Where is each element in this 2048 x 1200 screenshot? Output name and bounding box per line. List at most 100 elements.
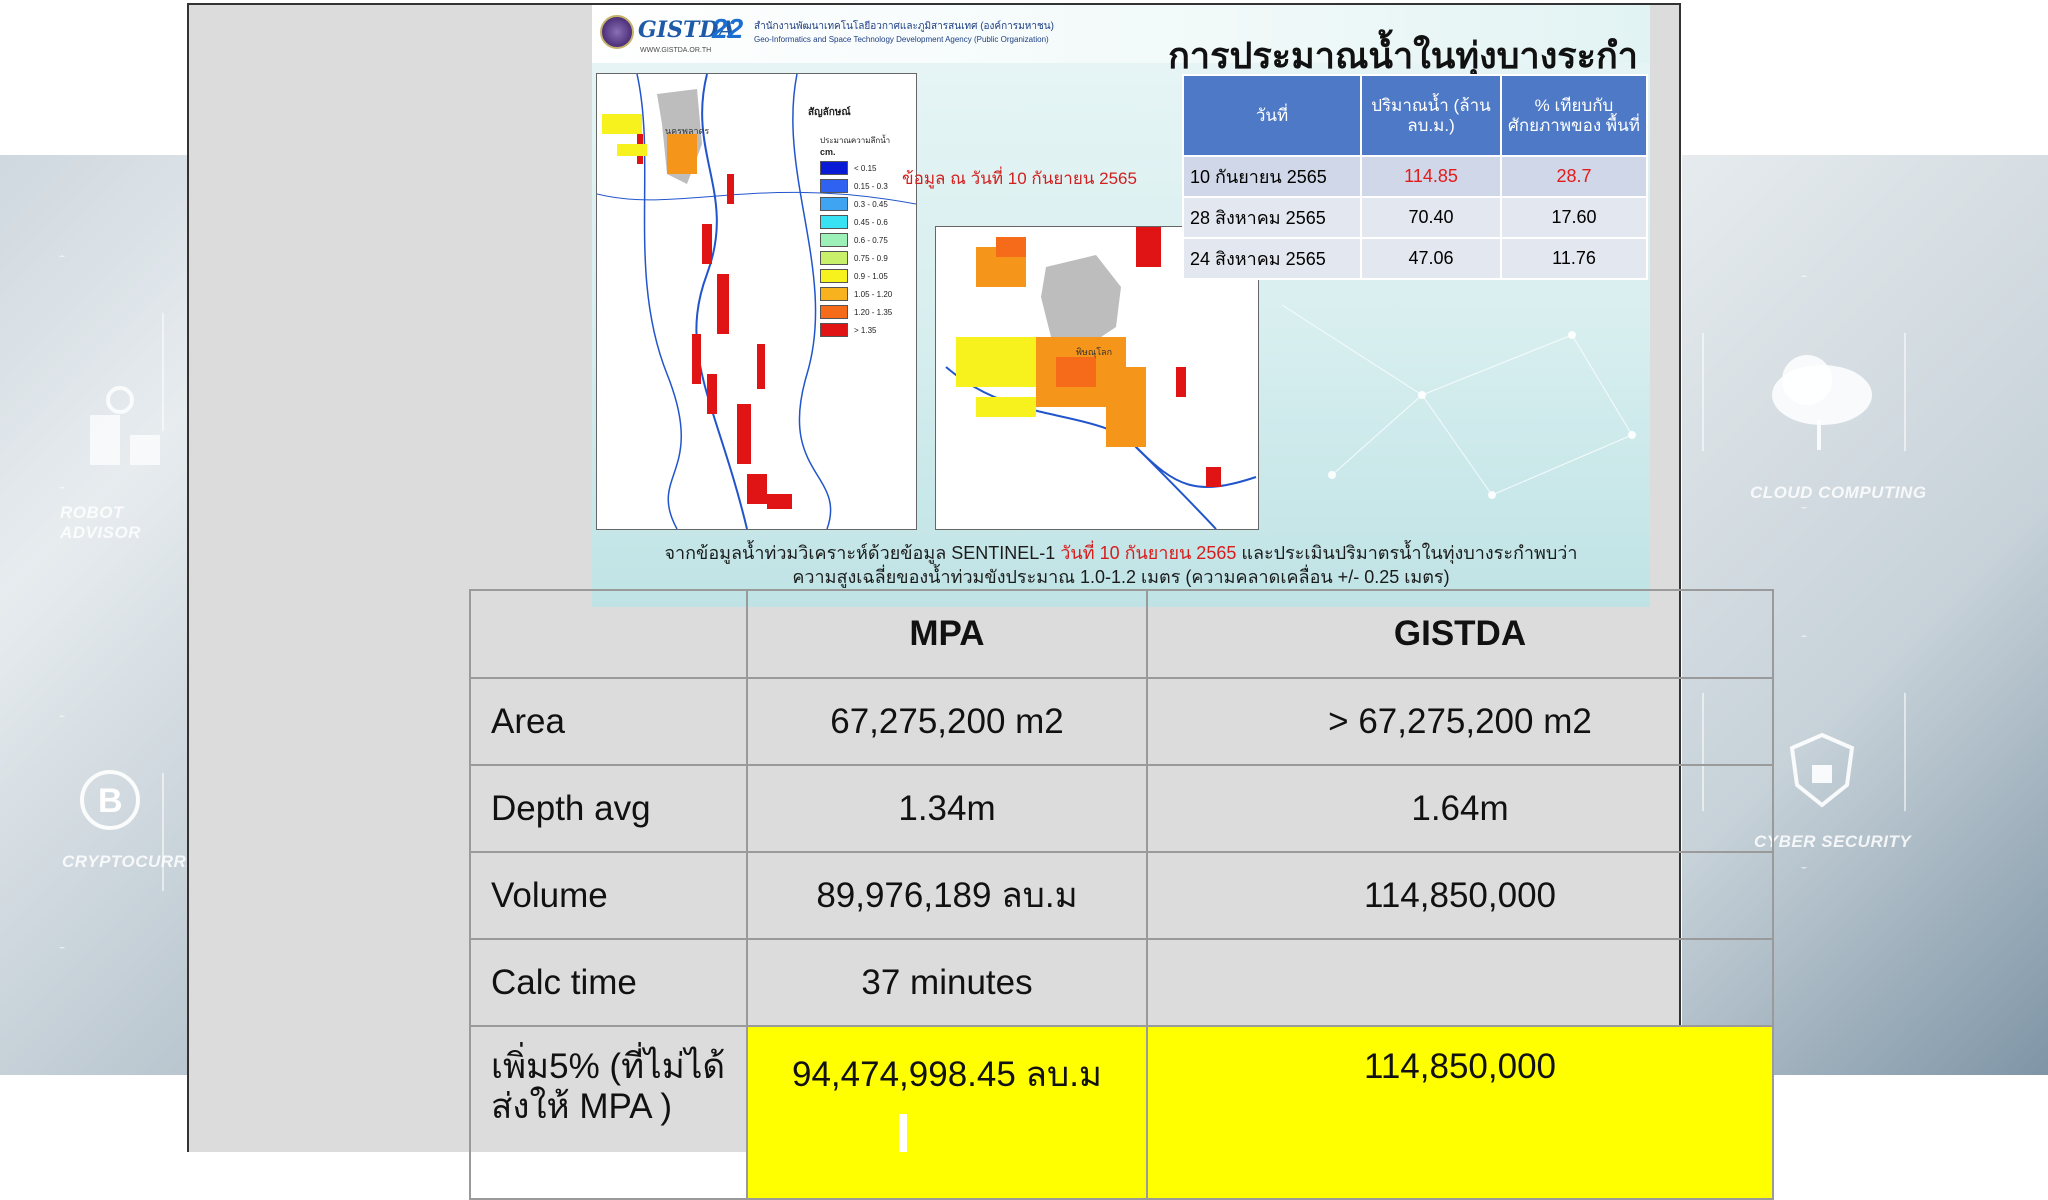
- legend-swatch: [820, 179, 848, 193]
- legend-swatch: [820, 287, 848, 301]
- table-cell: 28.7: [1500, 155, 1648, 198]
- legend-item: 1.05 - 1.20: [820, 285, 892, 303]
- legend-item: 0.45 - 0.6: [820, 213, 892, 231]
- infographic-header: GISTDA WWW.GISTDA.OR.TH 22 สำนักงานพัฒนา…: [592, 5, 1650, 63]
- cyber-security-label: CYBER SECURITY: [1754, 832, 1912, 851]
- background-left-panel: ROBOT ADVISOR B CRYPTOCURRENCY: [0, 155, 188, 1075]
- table-cell: 70.40: [1360, 196, 1502, 239]
- legend-unit: cm.: [820, 147, 836, 157]
- legend-label: 0.45 - 0.6: [854, 217, 888, 227]
- robot-advisor-label: ROBOT ADVISOR: [60, 503, 141, 542]
- svg-text:B: B: [98, 782, 123, 820]
- infographic: GISTDA WWW.GISTDA.OR.TH 22 สำนักงานพัฒนา…: [592, 5, 1650, 607]
- table-row: 10 กันยายน 2565 114.85 28.7: [1182, 155, 1648, 198]
- hexagon-outline: [1702, 275, 1906, 509]
- cloud-computing-label: CLOUD COMPUTING: [1750, 483, 1927, 502]
- gistda-logo: GISTDA: [638, 17, 736, 43]
- legend-subtitle: ประมาณความลึกน้ำ: [820, 136, 891, 145]
- row-label: Volume: [469, 851, 748, 940]
- network-decoration: [1281, 304, 1636, 499]
- table-header: วันที่: [1182, 74, 1362, 157]
- table-row: Area 67,275,200 m2 > 67,275,200 m2: [469, 677, 1774, 766]
- mpa-value: 1.34m: [746, 764, 1148, 853]
- legend-label: 0.3 - 0.45: [854, 199, 888, 209]
- table-row: Calc time 37 minutes: [469, 938, 1774, 1027]
- mpa-value: 94,474,998.45 ลบ.ม: [791, 1055, 1102, 1094]
- comparison-header-gistda: GISTDA: [1146, 589, 1774, 679]
- row-label: Area: [469, 677, 748, 766]
- legend-item: 1.20 - 1.35: [820, 303, 892, 321]
- table-cell: 47.06: [1360, 237, 1502, 280]
- map2-place-label: พิษณุโลก: [1076, 347, 1112, 358]
- anniversary-logo: 22: [712, 13, 744, 44]
- legend-swatch: [820, 323, 848, 337]
- table-header: % เทียบกับ ศักยภาพของ พื้นที่: [1500, 74, 1648, 157]
- gistda-value: [1146, 938, 1774, 1027]
- mpa-value: 89,976,189 ลบ.ม: [746, 851, 1148, 940]
- cloud-icon: [1772, 355, 1872, 450]
- lock-icon: [1789, 732, 1855, 808]
- gistda-value: > 67,275,200 m2: [1146, 677, 1774, 766]
- comparison-table: MPA GISTDA Area 67,275,200 m2 > 67,275,2…: [469, 589, 1774, 1200]
- legend-swatch: [820, 305, 848, 319]
- legend-swatch: [820, 251, 848, 265]
- caption-text: จากข้อมูลน้ำท่วมวิเคราะห์ด้วยข้อมูล SENT…: [664, 543, 1061, 563]
- legend-item: 0.9 - 1.05: [820, 267, 892, 285]
- legend-label: 0.75 - 0.9: [854, 253, 888, 263]
- legend-label: > 1.35: [854, 325, 877, 335]
- bitcoin-icon: B: [80, 770, 140, 830]
- flood-map-detail-image: พิษณุโลก: [945, 227, 1257, 529]
- table-row: เพิ่ม5% (ที่ไม่ได้ส่งให้ MPA ) 94,474,99…: [469, 1025, 1774, 1200]
- legend-item: 0.15 - 0.3: [820, 177, 892, 195]
- legend-label: 1.05 - 1.20: [854, 289, 893, 299]
- robot-icon: [90, 386, 160, 465]
- legend-label: 0.15 - 0.3: [854, 181, 888, 191]
- table-cell: 24 สิงหาคม 2565: [1182, 237, 1362, 280]
- slide: GISTDA WWW.GISTDA.OR.TH 22 สำนักงานพัฒนา…: [187, 3, 1774, 1200]
- gistda-value: 114,850,000: [1146, 1025, 1774, 1200]
- comparison-header-mpa: MPA: [746, 589, 1148, 679]
- legend-swatch: [820, 215, 848, 229]
- table-row: 24 สิงหาคม 2565 47.06 11.76: [1182, 237, 1648, 280]
- legend-rows: < 0.15 0.15 - 0.3 0.3 - 0.45 0.45 - 0.6 0.6 …: [820, 159, 892, 339]
- data-date-note: ข้อมูล ณ วันที่ 10 กันยายน 2565: [902, 169, 1137, 188]
- infographic-caption: จากข้อมูลน้ำท่วมวิเคราะห์ด้วยข้อมูล SENT…: [592, 541, 1650, 589]
- table-header: ปริมาณน้ำ (ล้าน ลบ.ม.): [1360, 74, 1502, 157]
- seal-logo-icon: [600, 15, 634, 49]
- legend-item: > 1.35: [820, 321, 892, 339]
- text-cursor: [899, 1114, 907, 1152]
- water-volume-table: วันที่ ปริมาณน้ำ (ล้าน ลบ.ม.) % เทียบกับ…: [1182, 74, 1648, 280]
- table-cell: 10 กันยายน 2565: [1182, 155, 1362, 198]
- legend-swatch: [820, 233, 848, 247]
- map-legend: สัญลักษณ์ ประมาณความลึกน้ำ cm. < 0.15 0.1…: [808, 105, 892, 339]
- mpa-highlight-cell: 94,474,998.45 ลบ.ม: [746, 1025, 1148, 1200]
- legend-swatch: [820, 197, 848, 211]
- row-label: Calc time: [469, 938, 748, 1027]
- infographic-title: การประมาณน้ำในทุ่งบางระกำ: [1168, 35, 1638, 76]
- legend-label: 0.6 - 0.75: [854, 235, 888, 245]
- legend-title: สัญลักษณ์: [808, 107, 851, 118]
- comparison-header-row: MPA GISTDA: [469, 589, 1774, 679]
- legend-label: < 0.15: [854, 163, 877, 173]
- table-cell: 11.76: [1500, 237, 1648, 280]
- legend-swatch: [820, 269, 848, 283]
- table-cell: 17.60: [1500, 196, 1648, 239]
- legend-label: 0.9 - 1.05: [854, 271, 888, 281]
- mpa-value: 67,275,200 m2: [746, 677, 1148, 766]
- legend-item: 0.75 - 0.9: [820, 249, 892, 267]
- table-cell: 114.85: [1360, 155, 1502, 198]
- legend-item: < 0.15: [820, 159, 892, 177]
- flood-map-overview: นครพลาดร: [596, 73, 917, 530]
- row-label: เพิ่ม5% (ที่ไม่ได้ส่งให้ MPA ): [469, 1025, 748, 1200]
- agency-name-th: สำนักงานพัฒนาเทคโนโลยีอวกาศและภูมิสารสนเ…: [754, 21, 1054, 32]
- table-row: 28 สิงหาคม 2565 70.40 17.60: [1182, 196, 1648, 239]
- caption-line2: ความสูงเฉลี่ยของน้ำท่วมขังประมาณ 1.0-1.2…: [792, 567, 1450, 587]
- table-row: Depth avg 1.34m 1.64m: [469, 764, 1774, 853]
- row-label: Depth avg: [469, 764, 748, 853]
- caption-date: วันที่ 10 กันยายน 2565: [1060, 543, 1237, 563]
- gistda-value: 1.64m: [1146, 764, 1774, 853]
- caption-text: และประเมินปริมาตรน้ำในทุ่งบางระกำพบว่า: [1236, 543, 1578, 563]
- table-row: Volume 89,976,189 ลบ.ม 114,850,000: [469, 851, 1774, 940]
- map1-place-label: นครพลาดร: [665, 126, 709, 136]
- logo-url: WWW.GISTDA.OR.TH: [640, 47, 712, 54]
